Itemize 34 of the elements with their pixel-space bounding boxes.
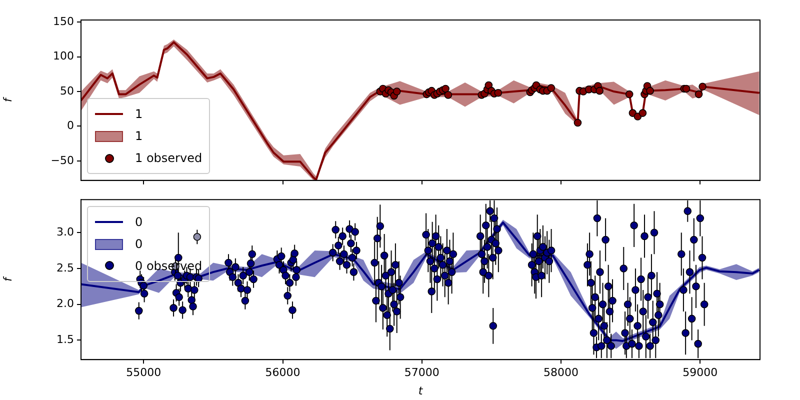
- point: [646, 86, 654, 95]
- point: [494, 89, 502, 97]
- point: [596, 86, 604, 95]
- y-tick-label: 150: [53, 14, 74, 28]
- x-tick-label: 59000: [682, 366, 718, 380]
- y-axis-title: f: [1, 96, 14, 102]
- y-tick-label: 3.0: [56, 225, 74, 238]
- point: [574, 118, 582, 127]
- point: [625, 90, 634, 98]
- legend-label: 1 observed: [135, 151, 202, 166]
- point: [444, 91, 452, 99]
- point: [638, 109, 647, 117]
- x-axis-title: t: [418, 384, 424, 398]
- y-tick-label: 100: [53, 50, 74, 63]
- point: [698, 82, 706, 91]
- y-tick-label: 1.5: [56, 333, 74, 346]
- x-tick-label: 57000: [404, 366, 440, 380]
- y-tick-label: −50: [50, 154, 74, 167]
- x-tick-label: 55000: [126, 366, 162, 380]
- y-tick-label: 2.5: [56, 261, 74, 274]
- x-tick-label: 58000: [544, 366, 579, 380]
- y-tick-label: 0: [67, 119, 74, 132]
- text: 1: [135, 129, 143, 144]
- point: [547, 84, 556, 92]
- x-tick-label: 56000: [265, 366, 300, 380]
- y-tick-label: 2.0: [56, 297, 74, 310]
- text: 0: [135, 236, 143, 251]
- point: [442, 84, 450, 93]
- y-tick-label: 50: [60, 84, 74, 98]
- point: [392, 88, 401, 96]
- legend-label: 0: [135, 214, 143, 229]
- y-axis-title: f: [1, 276, 14, 282]
- legend-label: 1: [135, 107, 143, 122]
- point: [694, 90, 703, 98]
